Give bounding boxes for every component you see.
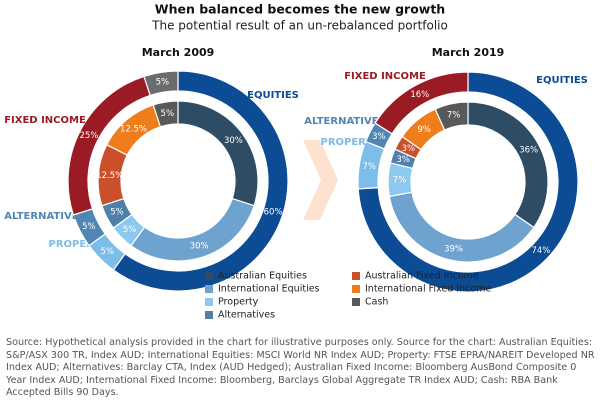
segment-name: FIXED INCOME [344, 71, 426, 82]
value-label: 12.5% [96, 171, 123, 181]
value-label: 5% [161, 109, 175, 119]
value-label: 3% [396, 155, 410, 165]
chart-subtitle: March 2019 [432, 46, 505, 59]
legend-swatch [205, 298, 213, 306]
segment-name: EQUITIES [247, 90, 299, 101]
value-label: 3% [402, 144, 416, 154]
legend-swatch [205, 285, 213, 293]
value-label: 30% [190, 242, 209, 252]
legend-label: International Equities [218, 284, 320, 295]
value-label: 60% [264, 207, 283, 217]
value-label: 5% [82, 222, 96, 232]
legend-swatch [205, 272, 213, 280]
value-label: 25% [79, 131, 98, 141]
value-label: 7% [393, 175, 407, 185]
value-label: 7% [447, 111, 461, 121]
segment-name: ALTERNATIVES [304, 116, 385, 127]
value-label: 7% [362, 162, 376, 172]
donut-segment [112, 70, 289, 292]
legend-label: International Fixed Income [365, 284, 491, 295]
value-label: 5% [110, 208, 124, 218]
legend-label: Alternatives [218, 310, 275, 321]
source-note: Source: Hypothetical analysis provided i… [6, 337, 595, 399]
value-label: 5% [123, 225, 137, 235]
donut-segment [152, 100, 179, 128]
value-label: 39% [444, 244, 463, 254]
legend-swatch [352, 298, 360, 306]
value-label: 74% [531, 246, 550, 256]
segment-name: EQUITIES [536, 75, 588, 86]
value-label: 3% [372, 132, 386, 142]
legend-swatch [352, 272, 360, 280]
segment-name: PROPERTY [48, 239, 108, 250]
legend-swatch [352, 285, 360, 293]
legend-label: Property [218, 297, 259, 308]
segment-name: PROPERTY [320, 137, 380, 148]
value-label: 5% [101, 247, 115, 257]
legend-label: Australian Fixed Income [365, 271, 479, 282]
segment-name: ALTERNATIVES [4, 211, 85, 222]
title: When balanced becomes the new growth [155, 2, 445, 17]
legend-label: Australian Equities [218, 271, 307, 282]
donut-segment [357, 71, 579, 293]
value-label: 12.5% [120, 124, 147, 134]
donut-segment [143, 70, 179, 97]
segment-name: FIXED INCOME [4, 115, 86, 126]
donut-segment [374, 71, 469, 135]
value-label: 36% [519, 146, 538, 156]
value-label: 9% [417, 125, 431, 135]
donut-segment [434, 101, 469, 131]
chart-subtitle: March 2009 [142, 46, 215, 59]
value-label: 30% [224, 136, 243, 146]
chart: When balanced becomes the new growth The… [4, 2, 588, 321]
legend-swatch [205, 311, 213, 319]
subtitle: The potential result of an un-rebalanced… [151, 19, 448, 33]
legend-label: Cash [365, 297, 388, 308]
value-label: 5% [156, 78, 170, 88]
arrow [303, 140, 338, 220]
value-label: 16% [410, 90, 429, 100]
